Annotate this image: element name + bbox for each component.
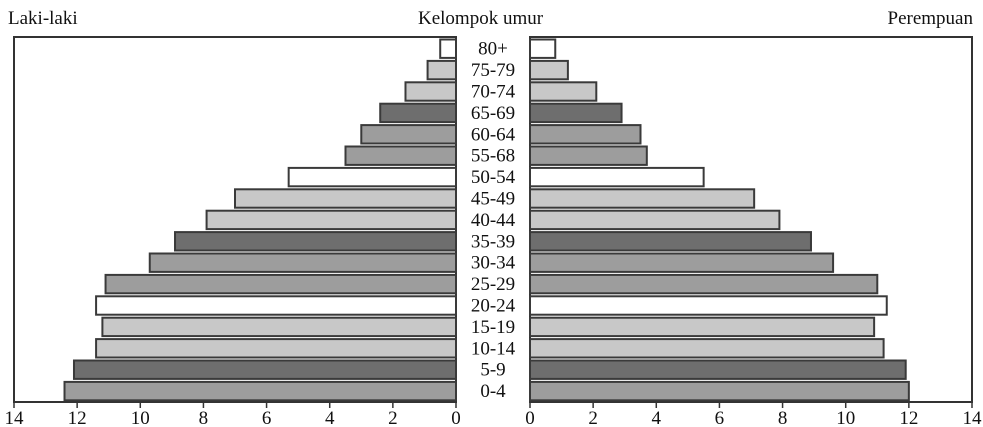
age-group-label: 50-54 <box>471 167 516 188</box>
left-header: Laki-laki <box>8 8 78 29</box>
male-bar-35-39 <box>174 231 457 252</box>
age-group-label: 55-68 <box>471 146 515 167</box>
right-header: Perempuan <box>887 8 973 29</box>
age-group-label: 60-64 <box>471 124 516 145</box>
female-bar-40-44 <box>529 209 781 231</box>
right-tick-label: 8 <box>778 408 788 427</box>
age-group-label: 45-49 <box>471 189 515 210</box>
female-bar-50-54 <box>529 166 705 188</box>
left-tick-label: 14 <box>5 408 25 427</box>
age-group-label: 5-9 <box>480 360 505 381</box>
right-tick-label: 2 <box>588 408 598 427</box>
female-bar-60-64 <box>529 124 642 145</box>
left-tick-label: 10 <box>131 408 150 427</box>
male-bar-80+ <box>439 38 458 59</box>
female-bar-5-9 <box>529 359 907 380</box>
male-bar-15-19 <box>101 316 458 338</box>
female-bar-30-34 <box>529 252 835 273</box>
age-group-label: 65-69 <box>471 103 515 124</box>
left-tick-label: 4 <box>325 408 335 427</box>
female-bar-35-39 <box>529 231 812 252</box>
male-bar-30-34 <box>148 252 457 273</box>
age-group-label: 30-34 <box>471 253 516 274</box>
female-bar-15-19 <box>529 316 876 338</box>
male-bar-55-68 <box>344 145 457 166</box>
left-tick-label: 0 <box>451 408 461 427</box>
left-tick-label: 6 <box>262 408 272 427</box>
male-bar-5-9 <box>72 359 457 380</box>
male-bar-10-14 <box>95 338 457 359</box>
female-bar-25-29 <box>529 273 879 295</box>
female-bar-45-49 <box>529 188 756 209</box>
right-tick-label: 0 <box>525 408 535 427</box>
age-group-label: 75-79 <box>471 60 515 81</box>
right-tick-label: 12 <box>899 408 918 427</box>
right-tick-label: 6 <box>715 408 725 427</box>
age-group-label: 0-4 <box>480 381 506 402</box>
age-group-label: 70-74 <box>471 82 516 103</box>
right-tick-label: 10 <box>836 408 855 427</box>
male-bar-45-49 <box>234 188 457 209</box>
male-bar-65-69 <box>379 102 458 124</box>
female-bar-75-79 <box>529 59 569 81</box>
male-bar-70-74 <box>404 81 458 102</box>
female-bar-55-68 <box>529 145 648 166</box>
male-bar-20-24 <box>95 295 457 316</box>
age-group-label: 20-24 <box>471 296 516 317</box>
center-header: Kelompok umur <box>418 8 544 29</box>
age-group-label: 10-14 <box>471 338 516 359</box>
left-tick-label: 2 <box>388 408 398 427</box>
age-group-label: 25-29 <box>471 274 515 295</box>
female-bar-80+ <box>529 38 557 59</box>
left-tick-label: 12 <box>68 408 87 427</box>
male-bar-25-29 <box>104 273 458 295</box>
left-tick-label: 8 <box>199 408 209 427</box>
age-group-label: 80+ <box>478 39 508 60</box>
male-bar-50-54 <box>287 166 457 188</box>
female-bar-10-14 <box>529 338 885 359</box>
male-bar-60-64 <box>360 124 457 145</box>
female-bar-65-69 <box>529 102 623 124</box>
female-bar-0-4 <box>529 380 910 402</box>
male-bar-0-4 <box>63 380 457 402</box>
male-bar-75-79 <box>426 59 458 81</box>
age-group-label: 15-19 <box>471 317 515 338</box>
right-tick-label: 4 <box>652 408 662 427</box>
age-group-label: 35-39 <box>471 231 515 252</box>
male-bar-40-44 <box>205 209 457 231</box>
age-group-label: 40-44 <box>471 210 516 231</box>
female-bar-20-24 <box>529 295 888 316</box>
right-tick-label: 14 <box>963 408 983 427</box>
female-bar-70-74 <box>529 81 598 102</box>
